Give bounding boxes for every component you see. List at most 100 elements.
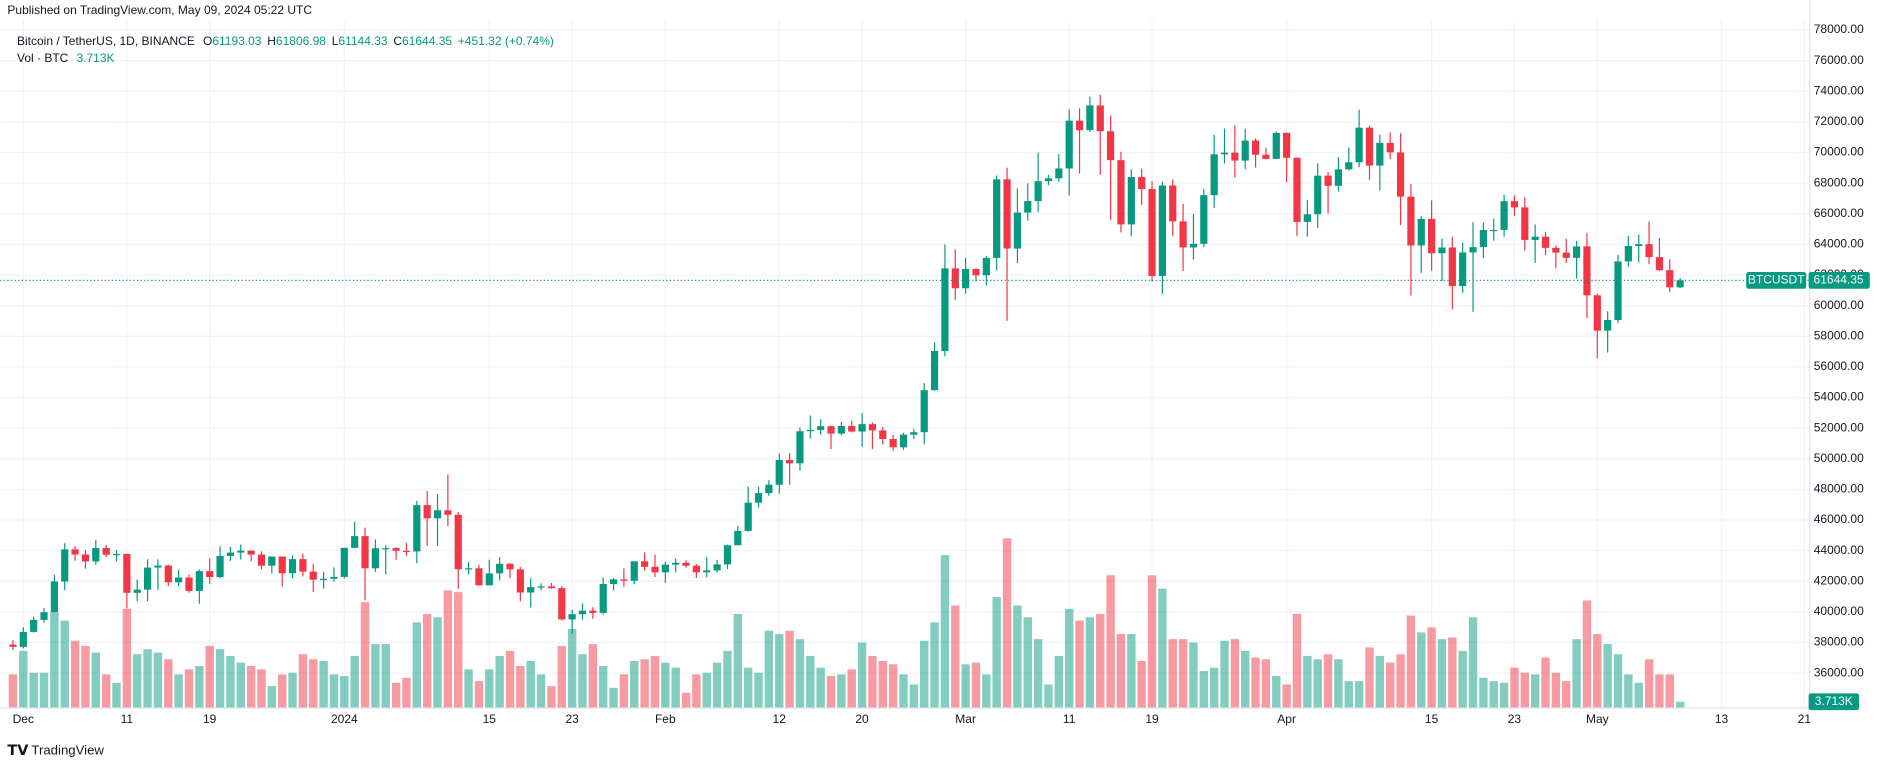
candle-body <box>340 547 348 577</box>
candle-body <box>257 554 266 566</box>
volume-bar <box>226 655 235 708</box>
candle-body <box>1572 246 1581 258</box>
volume-bar <box>920 640 929 708</box>
volume-bar <box>422 613 432 708</box>
volume-bar <box>1365 647 1374 708</box>
price-tag-text: 61644.35 <box>1814 273 1864 287</box>
candle-body <box>1324 175 1332 186</box>
x-tick-label: 11 <box>121 712 134 726</box>
volume-bar <box>184 669 194 708</box>
volume-bar <box>1468 617 1478 708</box>
candle-body <box>1407 196 1415 246</box>
candle-body <box>1676 280 1684 288</box>
candle-body <box>1345 162 1353 170</box>
candle-body <box>320 578 328 581</box>
candle-body <box>1127 177 1135 225</box>
candle-body <box>962 269 970 289</box>
volume-bar <box>1458 650 1467 708</box>
candle-body <box>92 548 100 562</box>
volume-bar <box>899 674 908 708</box>
candle-body <box>382 548 390 550</box>
time-axis <box>0 708 1882 768</box>
published-note: Published on TradingView.com, May 09, 20… <box>7 3 312 17</box>
candle-body <box>1604 319 1612 331</box>
y-tick-label: 58000.00 <box>1814 328 1864 342</box>
candle-body <box>527 587 535 593</box>
x-tick-label: Apr <box>1277 712 1296 726</box>
volume-bar <box>350 655 359 708</box>
volume-bar <box>857 642 867 708</box>
y-tick-label: 68000.00 <box>1814 175 1864 189</box>
ohlc-label: C <box>393 34 402 48</box>
candle-body <box>1075 120 1084 131</box>
candle-body <box>413 505 421 552</box>
candle-body <box>102 548 110 555</box>
volume-bar <box>246 666 256 708</box>
candle-body <box>672 562 680 565</box>
volume-bar <box>1675 701 1685 708</box>
candle-body <box>464 568 473 570</box>
candle-body <box>1096 105 1104 132</box>
volume-bar <box>112 682 121 708</box>
volume-bar <box>816 667 825 708</box>
candle-body <box>1220 152 1229 155</box>
x-tick-label: 23 <box>1508 712 1522 726</box>
volume-bar <box>795 639 805 708</box>
price-pane <box>9 94 1684 651</box>
candle-body <box>1231 152 1239 161</box>
y-tick-label: 60000.00 <box>1814 298 1864 312</box>
ohlc-value: 61644.35 <box>402 34 452 48</box>
volume-bar <box>267 686 277 708</box>
volume-bar <box>1437 639 1447 708</box>
candle-body <box>599 584 607 613</box>
candle-body <box>1003 179 1011 249</box>
candle-body <box>371 548 379 569</box>
candle-body <box>1117 160 1125 225</box>
x-tick-label: 19 <box>203 712 217 726</box>
y-tick-label: 64000.00 <box>1814 237 1864 251</box>
candle-body <box>817 426 825 430</box>
volume-bar <box>1147 575 1157 708</box>
volume-bar <box>1282 684 1291 708</box>
volume-bar <box>29 672 38 708</box>
volume-bar <box>1023 617 1032 708</box>
candle-body <box>330 576 338 579</box>
volume-bar <box>1406 615 1416 708</box>
volume-bar <box>754 672 763 708</box>
candle-body <box>402 550 411 552</box>
candle-body <box>1262 154 1270 159</box>
candle-body <box>516 569 524 593</box>
candle-body <box>537 586 545 588</box>
ohlc-label: H <box>267 34 276 48</box>
y-tick-label: 72000.00 <box>1814 114 1864 128</box>
candle-body <box>154 565 162 568</box>
candle-body <box>899 434 908 448</box>
candle-body <box>164 565 172 583</box>
volume-value: 3.713K <box>77 51 115 65</box>
candle-body <box>1148 189 1156 276</box>
candle-body <box>30 619 38 632</box>
candle-body <box>1552 247 1560 253</box>
candle-body <box>754 493 763 503</box>
candle-body <box>143 567 152 590</box>
volume-bar <box>909 684 919 708</box>
volume-bar <box>1178 639 1188 708</box>
volume-bar <box>764 630 774 708</box>
candle-body <box>1428 218 1436 254</box>
volume-bar <box>1624 674 1633 708</box>
candle-body <box>827 426 835 434</box>
x-tick-label: 20 <box>855 712 869 726</box>
price-tag <box>1808 272 1870 289</box>
volume-bar <box>1261 659 1271 708</box>
volume-bar <box>215 649 225 708</box>
x-tick-label: Feb <box>655 712 676 726</box>
candle-body <box>1365 127 1374 166</box>
volume-bar <box>1541 657 1550 708</box>
candle-body <box>1521 207 1529 240</box>
volume-bar <box>70 640 80 708</box>
volume-bar <box>1572 639 1581 708</box>
candle-body <box>1438 247 1446 254</box>
volume-bar <box>1417 632 1426 708</box>
candle-body <box>951 268 959 289</box>
